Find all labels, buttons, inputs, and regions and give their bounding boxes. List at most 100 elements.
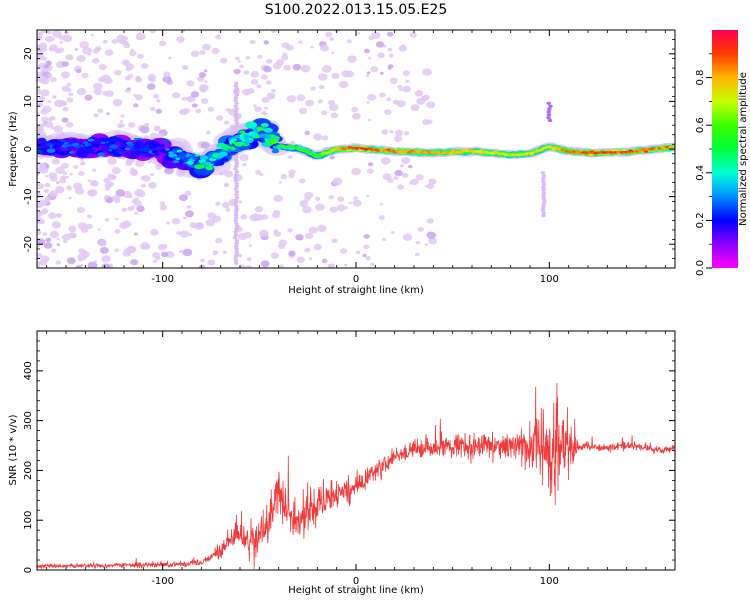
noise-blob [305,232,314,239]
noise-blob [304,130,311,136]
noise-blob [78,171,85,177]
noise-blob [367,168,374,174]
noise-streak [541,205,546,209]
noise-blob [426,231,437,239]
noise-blob [215,34,222,40]
noise-blob [352,113,361,120]
noise-streak [234,238,240,242]
ridge-cell [175,157,181,160]
noise-blob [370,262,375,266]
noise-blob [428,178,437,185]
colorbar-tick-label: 0.0 [695,260,706,276]
noise-blob [115,189,126,197]
noise-blob [58,35,65,40]
noise-blob [44,174,49,178]
noise-blob [171,218,181,225]
noise-streak [233,255,238,260]
noise-blob [85,223,93,229]
noise-streak [541,196,546,201]
noise-blob [215,237,223,244]
ridge-cell [643,150,649,153]
noise-blob [106,112,110,115]
noise-blob [207,259,216,266]
noise-blob [56,243,60,246]
noise-blob [384,109,392,115]
noise-blob [331,238,338,244]
noise-streak [541,182,547,186]
noise-streak [234,81,239,85]
noise-blob [114,229,121,234]
noise-streak [234,250,239,254]
noise-blob [156,99,161,103]
noise-blob [92,57,100,64]
noise-blob [393,176,399,180]
noise-streak [546,101,551,105]
noise-blob [133,200,143,207]
noise-blob [164,167,174,175]
noise-blob [261,96,270,104]
noise-blob [134,75,142,81]
ridge-cell [108,141,116,145]
noise-blob [181,30,186,33]
noise-streak [234,87,240,91]
ridge-cell [165,148,170,151]
noise-blob [162,75,172,83]
noise-blob [135,94,143,101]
noise-blob [321,258,328,264]
noise-blob [44,121,54,128]
noise-blob [122,220,132,228]
noise-blob [256,84,262,89]
noise-blob [367,162,374,167]
noise-blob [159,201,165,206]
noise-blob [87,179,92,183]
noise-blob [150,107,156,112]
noise-streak [233,110,238,114]
noise-blob [48,46,55,52]
noise-blob [56,237,60,240]
noise-blob [90,33,94,37]
noise-blob [135,32,146,41]
ridge-cell [260,123,269,128]
noise-blob [60,175,67,181]
noise-streak [546,116,551,120]
noise-blob [87,189,98,197]
ridge-cell [478,149,484,153]
noise-blob [159,204,168,211]
noise-blob [121,207,128,212]
noise-blob [39,123,46,128]
noise-streak [233,113,239,117]
ridge-cell [60,139,66,142]
noise-streak [233,230,238,234]
noise-blob [390,231,395,234]
ridge-cell [116,150,122,153]
ridge-cell [218,151,228,157]
noise-blob [325,31,333,38]
noise-blob [296,94,306,102]
noise-blob [270,252,280,259]
noise-blob [65,175,70,179]
ridge-cell [196,164,205,169]
noise-blob [397,184,404,190]
noise-blob [37,244,40,249]
noise-blob [45,35,54,43]
noise-blob [49,76,57,83]
noise-blob [53,125,64,133]
noise-blob [386,31,394,37]
y-tick-label: 100 [23,511,34,530]
noise-blob [62,34,73,43]
figure-title: S100.2022.013.15.05.E25 [265,2,448,18]
noise-blob [243,70,250,75]
noise-blob [367,93,377,101]
noise-blob [416,97,426,105]
ridge-cell [269,139,278,145]
ridge-cell [53,145,59,149]
noise-streak [234,196,240,200]
ridge-cell [274,136,280,140]
noise-blob [97,108,104,114]
noise-streak [234,161,240,165]
noise-blob [178,110,184,114]
colorbar-tick-label: 0.2 [695,212,706,228]
ridge-cell [137,137,143,141]
